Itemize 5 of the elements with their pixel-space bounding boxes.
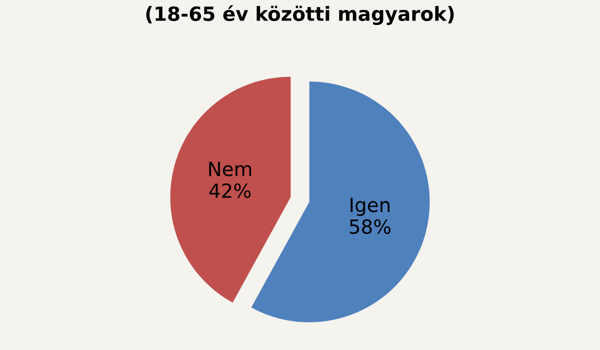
chart-subtitle: (18-65 év közötti magyarok) — [146, 5, 454, 25]
slice-label: Nem — [209, 162, 252, 176]
data-label: 58% — [350, 219, 391, 234]
data-label: 42% — [209, 183, 251, 198]
slice-label: Igen — [350, 198, 390, 216]
